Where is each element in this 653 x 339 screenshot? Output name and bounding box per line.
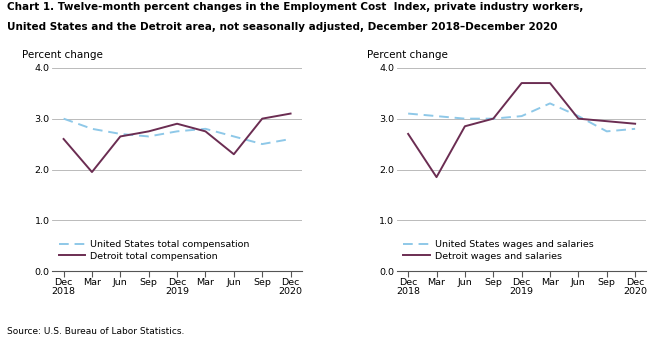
United States wages and salaries	[546, 101, 554, 105]
Detroit total compensation	[173, 122, 181, 126]
United States total compensation	[230, 135, 238, 139]
Detroit total compensation	[116, 135, 124, 139]
United States wages and salaries	[631, 127, 639, 131]
Detroit wages and salaries	[575, 117, 582, 121]
Text: Source: U.S. Bureau of Labor Statistics.: Source: U.S. Bureau of Labor Statistics.	[7, 326, 184, 336]
United States total compensation	[59, 117, 67, 121]
United States total compensation	[287, 137, 295, 141]
United States wages and salaries	[603, 129, 611, 134]
Detroit wages and salaries	[461, 124, 469, 128]
Detroit wages and salaries	[489, 117, 497, 121]
Text: Percent change: Percent change	[22, 50, 103, 60]
United States wages and salaries	[489, 117, 497, 121]
Detroit total compensation	[259, 117, 266, 121]
Detroit wages and salaries	[518, 81, 526, 85]
Detroit wages and salaries	[432, 175, 440, 179]
Line: Detroit wages and salaries: Detroit wages and salaries	[408, 83, 635, 177]
Detroit total compensation	[287, 112, 295, 116]
Detroit wages and salaries	[603, 119, 611, 123]
Line: United States total compensation: United States total compensation	[63, 119, 291, 144]
United States wages and salaries	[404, 112, 412, 116]
Detroit wages and salaries	[631, 122, 639, 126]
United States wages and salaries	[575, 114, 582, 118]
Detroit wages and salaries	[546, 81, 554, 85]
Detroit total compensation	[202, 129, 210, 134]
United States total compensation	[173, 129, 181, 134]
Text: United States and the Detroit area, not seasonally adjusted, December 2018–Decem: United States and the Detroit area, not …	[7, 22, 557, 32]
Detroit total compensation	[145, 129, 153, 134]
Legend: United States wages and salaries, Detroit wages and salaries: United States wages and salaries, Detroi…	[402, 238, 596, 262]
United States total compensation	[202, 127, 210, 131]
United States total compensation	[145, 135, 153, 139]
United States wages and salaries	[461, 117, 469, 121]
Detroit total compensation	[88, 170, 96, 174]
Detroit total compensation	[230, 152, 238, 156]
United States wages and salaries	[432, 114, 440, 118]
United States total compensation	[88, 127, 96, 131]
Line: Detroit total compensation: Detroit total compensation	[63, 114, 291, 172]
Line: United States wages and salaries: United States wages and salaries	[408, 103, 635, 132]
United States wages and salaries	[518, 114, 526, 118]
Detroit total compensation	[59, 137, 67, 141]
Detroit wages and salaries	[404, 132, 412, 136]
Legend: United States total compensation, Detroit total compensation: United States total compensation, Detroi…	[57, 238, 251, 262]
United States total compensation	[116, 132, 124, 136]
United States total compensation	[259, 142, 266, 146]
Text: Percent change: Percent change	[367, 50, 448, 60]
Text: Chart 1. Twelve-month percent changes in the Employment Cost  Index, private ind: Chart 1. Twelve-month percent changes in…	[7, 2, 583, 12]
